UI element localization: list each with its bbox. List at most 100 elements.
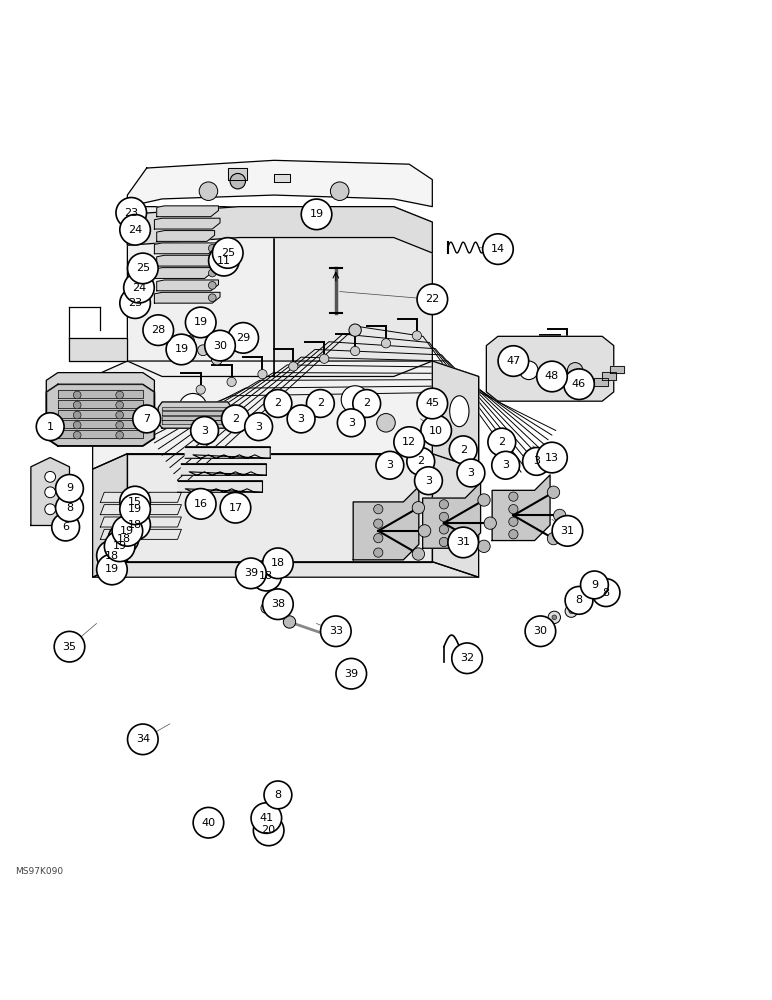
Circle shape: [235, 558, 266, 589]
Text: 7: 7: [143, 414, 151, 424]
Circle shape: [196, 385, 205, 394]
Circle shape: [341, 386, 369, 414]
Circle shape: [205, 330, 235, 361]
Circle shape: [166, 334, 197, 365]
Circle shape: [208, 245, 239, 276]
Polygon shape: [162, 420, 228, 424]
Polygon shape: [127, 207, 274, 376]
Polygon shape: [93, 454, 127, 577]
Circle shape: [45, 504, 56, 515]
Circle shape: [222, 405, 249, 433]
Circle shape: [381, 339, 391, 348]
Circle shape: [208, 244, 216, 252]
Circle shape: [228, 323, 259, 353]
Text: 47: 47: [506, 356, 520, 366]
Circle shape: [337, 409, 365, 437]
Circle shape: [374, 519, 383, 528]
Circle shape: [52, 513, 80, 541]
Circle shape: [127, 253, 158, 284]
Polygon shape: [100, 517, 181, 527]
Circle shape: [336, 658, 367, 689]
Circle shape: [569, 609, 574, 613]
Circle shape: [220, 492, 251, 523]
Circle shape: [448, 527, 479, 558]
Circle shape: [198, 345, 208, 356]
Text: 41: 41: [259, 813, 273, 823]
Text: MS97K090: MS97K090: [15, 867, 63, 876]
Circle shape: [73, 431, 81, 439]
Circle shape: [412, 548, 425, 560]
Circle shape: [36, 413, 64, 441]
Circle shape: [120, 509, 151, 540]
Polygon shape: [432, 454, 479, 577]
Circle shape: [457, 459, 485, 487]
Text: 20: 20: [262, 825, 276, 835]
Text: 1: 1: [46, 422, 54, 432]
Circle shape: [108, 523, 139, 554]
Polygon shape: [58, 390, 143, 398]
Circle shape: [540, 359, 549, 369]
Text: 3: 3: [255, 422, 262, 432]
Text: 11: 11: [217, 256, 231, 266]
Text: 19: 19: [310, 209, 323, 219]
Text: 2: 2: [232, 414, 239, 424]
Text: 18: 18: [259, 571, 273, 581]
Circle shape: [54, 631, 85, 662]
Circle shape: [412, 502, 425, 514]
Text: 2: 2: [363, 398, 371, 408]
Polygon shape: [185, 447, 270, 458]
Circle shape: [565, 586, 593, 614]
Circle shape: [330, 182, 349, 200]
Polygon shape: [493, 475, 550, 541]
Circle shape: [374, 548, 383, 557]
Text: 3: 3: [425, 476, 432, 486]
Circle shape: [208, 269, 216, 277]
Text: 31: 31: [456, 537, 470, 547]
Circle shape: [565, 605, 577, 617]
Text: 28: 28: [151, 325, 165, 335]
Text: 19: 19: [194, 317, 208, 327]
Text: 3: 3: [533, 456, 540, 466]
Circle shape: [208, 294, 216, 302]
Circle shape: [264, 390, 292, 417]
Polygon shape: [162, 411, 228, 415]
Circle shape: [376, 451, 404, 479]
Text: 30: 30: [533, 626, 547, 636]
Circle shape: [185, 489, 216, 519]
Circle shape: [245, 413, 273, 441]
Circle shape: [547, 532, 560, 545]
Circle shape: [484, 517, 496, 529]
Text: 10: 10: [429, 426, 443, 436]
Circle shape: [179, 393, 207, 421]
Polygon shape: [178, 481, 262, 492]
Circle shape: [439, 512, 449, 522]
Circle shape: [184, 336, 195, 346]
Text: 14: 14: [491, 244, 505, 254]
Circle shape: [127, 724, 158, 755]
Circle shape: [523, 448, 550, 475]
Polygon shape: [594, 378, 608, 386]
Circle shape: [227, 377, 236, 387]
Polygon shape: [31, 458, 69, 525]
Text: 33: 33: [329, 626, 343, 636]
Circle shape: [120, 215, 151, 245]
Polygon shape: [154, 243, 216, 254]
Text: 19: 19: [105, 564, 119, 574]
Circle shape: [320, 354, 329, 363]
Circle shape: [116, 198, 147, 228]
Text: 2: 2: [317, 398, 324, 408]
Polygon shape: [46, 373, 154, 392]
Circle shape: [374, 533, 383, 543]
Circle shape: [412, 331, 422, 340]
Circle shape: [547, 353, 557, 363]
Circle shape: [537, 361, 567, 392]
Polygon shape: [354, 486, 418, 560]
Circle shape: [73, 411, 81, 419]
Text: 46: 46: [572, 379, 586, 389]
Circle shape: [45, 471, 56, 482]
Circle shape: [498, 346, 529, 376]
Text: 3: 3: [386, 460, 394, 470]
Circle shape: [287, 405, 315, 433]
Circle shape: [520, 361, 538, 380]
Text: 18: 18: [117, 534, 130, 544]
